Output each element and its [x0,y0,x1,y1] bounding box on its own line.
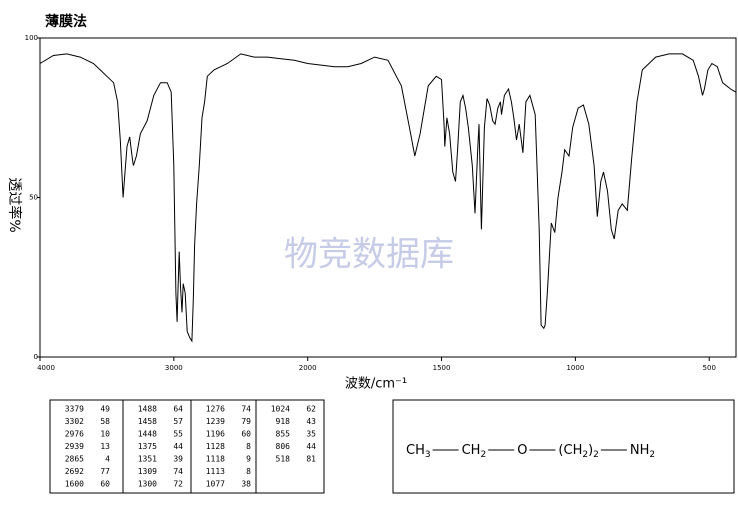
x-tick-label: 3000 [165,364,183,372]
peak-transmittance: 39 [173,455,183,464]
peak-transmittance: 10 [100,430,110,439]
peak-wavenumber: 1300 [138,480,157,489]
watermark: 物竞数据库 [284,235,454,275]
peak-wavenumber: 1375 [138,442,157,451]
peak-wavenumber: 1118 [206,455,225,464]
peak-transmittance: 79 [241,417,251,426]
peak-wavenumber: 1128 [206,442,225,451]
group-subscript: 2 [480,450,486,460]
peak-wavenumber: 1077 [206,480,225,489]
group-subscript: 2 [582,450,588,460]
peak-transmittance: 44 [306,442,316,451]
peak-transmittance: 8 [246,467,251,476]
x-tick-label: 1500 [433,364,451,372]
peak-transmittance: 43 [306,417,316,426]
peak-transmittance: 9 [246,455,251,464]
peak-transmittance: 38 [241,480,251,489]
peak-transmittance: 62 [306,405,316,414]
peak-wavenumber: 1239 [206,417,225,426]
peak-transmittance: 13 [100,442,110,451]
peak-transmittance: 57 [173,417,183,426]
peak-wavenumber: 1113 [206,467,225,476]
x-tick-label: 500 [703,364,716,372]
structure-frame [392,399,735,494]
peak-transmittance: 74 [173,467,183,476]
peak-wavenumber: 1276 [206,405,225,414]
peak-wavenumber: 518 [276,455,291,464]
peak-wavenumber: 1600 [65,480,84,489]
structure-group: NH2 [630,443,655,460]
peak-wavenumber: 806 [276,442,291,451]
x-tick-label: 1000 [566,364,584,372]
y-tick-label: 100 [25,34,38,42]
group-atoms: CH [406,443,425,458]
group-subscript: 2 [649,450,655,460]
peak-wavenumber: 918 [276,417,291,426]
y-axis-label: 透过率% [6,177,23,232]
group-subscript: 3 [425,450,431,460]
peak-wavenumber: 3302 [65,417,84,426]
peak-wavenumber: 1024 [271,405,290,414]
peak-transmittance: 77 [100,467,110,476]
peak-wavenumber: 1309 [138,467,157,476]
peak-transmittance: 58 [100,417,110,426]
peak-wavenumber: 1488 [138,405,157,414]
structure-group: (CH2)2 [558,443,598,460]
x-tick-label: 2000 [299,364,317,372]
peak-wavenumber: 855 [276,430,291,439]
peak-transmittance: 60 [241,430,251,439]
peak-transmittance: 72 [173,480,183,489]
peak-wavenumber: 1448 [138,430,157,439]
x-tick-label: 4000 [37,364,55,372]
plot-frame [39,37,737,358]
peak-transmittance: 55 [173,430,183,439]
x-axis-label: 波数/cm⁻¹ [345,377,407,392]
group-subscript: 2 [593,450,599,460]
peak-wavenumber: 2939 [65,442,84,451]
peak-wavenumber: 2865 [65,455,84,464]
peak-wavenumber: 3379 [65,405,84,414]
structure-group: CH3 [406,443,431,460]
peak-wavenumber: 2692 [65,467,84,476]
peak-transmittance: 44 [173,442,183,451]
peak-transmittance: 81 [306,455,316,464]
y-tick-label: 50 [29,194,38,202]
group-atoms: (CH [558,443,582,458]
group-atoms: CH [462,443,481,458]
peak-wavenumber: 1351 [138,455,157,464]
peak-transmittance: 8 [246,442,251,451]
chart-title: 薄膜法 [45,13,87,30]
peak-table-frame [49,399,325,494]
peak-wavenumber: 1458 [138,417,157,426]
peak-transmittance: 35 [306,430,316,439]
peak-wavenumber: 1196 [206,430,225,439]
structure-group: O [517,443,527,458]
peak-transmittance: 74 [241,405,251,414]
peak-transmittance: 49 [100,405,110,414]
group-atoms: O [517,443,527,458]
structure-group: CH2 [462,443,487,460]
peak-transmittance: 60 [100,480,110,489]
group-atoms: NH [630,443,650,458]
peak-transmittance: 4 [105,455,110,464]
peak-transmittance: 64 [173,405,183,414]
group-atoms: ) [588,443,593,458]
peak-wavenumber: 2976 [65,430,84,439]
y-tick-label: 0 [34,353,38,361]
spectrum-line [39,53,737,343]
